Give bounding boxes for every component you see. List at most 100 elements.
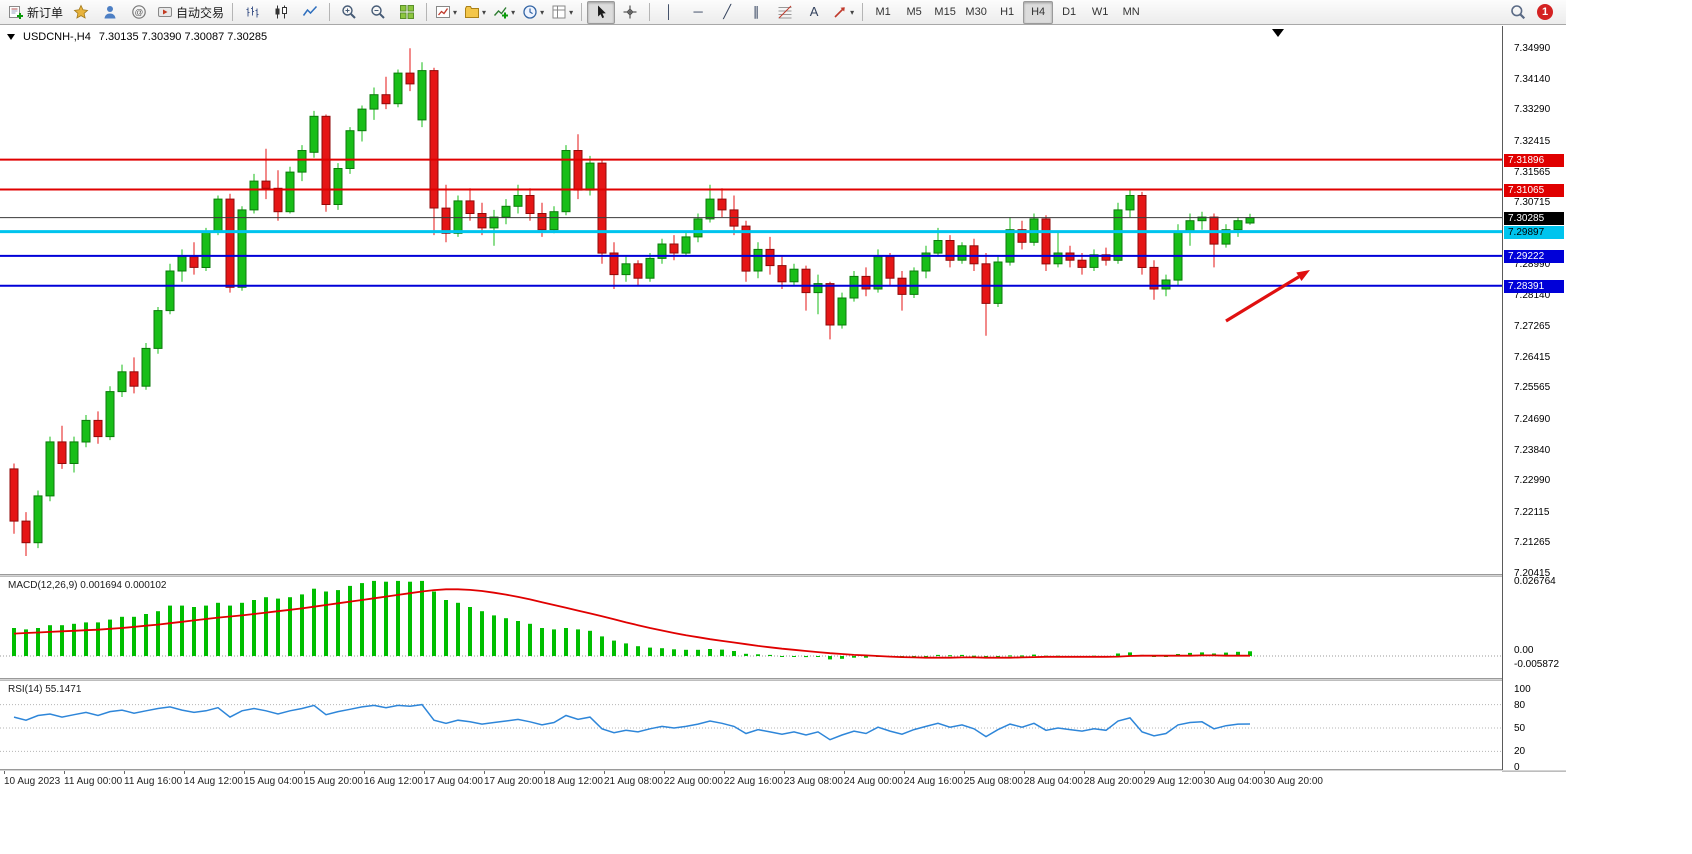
tf-m1-button[interactable]: M1 [875, 6, 891, 18]
templates-button[interactable]: ▾ [548, 1, 576, 24]
profiles-button[interactable]: ▾ [461, 1, 489, 24]
candle-body [33, 495, 43, 544]
macd-histogram-bar [252, 600, 256, 656]
bar-chart-button[interactable] [238, 1, 266, 24]
tf-m5-button[interactable]: M5 [906, 6, 922, 18]
macd-histogram-bar [1224, 652, 1228, 656]
chart-symbol-ohlc: USDCNH-,H4 7.30135 7.30390 7.30087 7.302… [7, 31, 267, 43]
time-axis-label: 30 Aug 20:00 [1264, 776, 1323, 787]
line-chart-button[interactable] [296, 1, 324, 24]
chart-shift-icon[interactable] [1272, 29, 1284, 37]
candle-body [1077, 259, 1087, 268]
tf-d1-button[interactable]: D1 [1062, 6, 1077, 18]
search-button[interactable] [1504, 1, 1532, 24]
macd-histogram-bar [612, 640, 616, 656]
rsi-panel[interactable] [0, 681, 1502, 769]
candle-body [441, 207, 451, 234]
candle-body [765, 248, 775, 267]
candle-body [153, 310, 163, 349]
candle-body [549, 211, 559, 231]
price-axis-label: 7.22115 [1514, 507, 1550, 518]
gold-icon [73, 4, 89, 20]
zoom-out-button[interactable] [364, 1, 392, 24]
time-axis-tick [904, 771, 905, 774]
tf-h1-button[interactable]: H1 [1000, 6, 1015, 18]
time-axis-label: 10 Aug 2023 [4, 776, 61, 787]
fibonacci-button[interactable] [771, 1, 799, 24]
chevron-down-icon: ▾ [511, 7, 516, 17]
panel-separator[interactable] [0, 574, 1566, 577]
rsi-scale-label: 100 [1514, 684, 1531, 695]
candle-body [777, 265, 787, 283]
window-menu-icon[interactable] [7, 34, 15, 40]
rsi-scale-label: 0 [1514, 762, 1520, 773]
arrow-annotation[interactable] [1225, 275, 1300, 323]
time-axis[interactable]: 10 Aug 2023 11 Aug 00:00 11 Aug 16:00 14 Au… [0, 771, 1502, 793]
trendline-button[interactable]: ╱ [713, 1, 741, 24]
macd-histogram-bar [132, 616, 136, 656]
candle-body [57, 441, 67, 464]
macd-histogram-bar [720, 649, 724, 656]
market-watch-button[interactable] [67, 1, 95, 24]
panel-separator[interactable] [0, 678, 1566, 681]
indicator-plus-icon [493, 4, 509, 20]
macd-histogram-bar [276, 598, 280, 656]
time-axis-tick [304, 771, 305, 774]
tile-windows-button[interactable] [393, 1, 421, 24]
tf-m30-button[interactable]: M30 [965, 6, 987, 18]
chevron-down-icon: ▾ [540, 7, 545, 17]
candle-body [381, 94, 391, 105]
candle-body [705, 198, 715, 220]
macd-histogram-bar [348, 585, 352, 656]
cursor-button[interactable] [587, 0, 616, 24]
macd-histogram-bar [144, 614, 148, 656]
webinar-button[interactable]: @ [125, 1, 153, 24]
tf-m15-button[interactable]: M15 [934, 6, 956, 18]
tf-h4-button[interactable]: H4 [1023, 0, 1054, 24]
time-axis-label: 23 Aug 08:00 [784, 776, 843, 787]
tf-mn-button[interactable]: MN [1122, 6, 1140, 18]
arrows-button[interactable]: ▾ [829, 1, 857, 24]
channel-button[interactable]: ∥ [742, 1, 770, 24]
candle-body [261, 180, 271, 189]
candle-body [1185, 220, 1195, 232]
macd-histogram-bar [504, 618, 508, 656]
macd-histogram-bar [396, 580, 400, 656]
tf-w1-button[interactable]: W1 [1091, 6, 1109, 18]
horizontal-line-button[interactable]: ─ [684, 1, 712, 24]
zoom-in-button[interactable] [335, 1, 363, 24]
vertical-line-button[interactable]: │ [655, 1, 683, 24]
macd-histogram-bar [456, 602, 460, 656]
notification-badge[interactable]: 1 [1537, 4, 1553, 20]
candle-body [297, 150, 307, 173]
macd-histogram-bar [1236, 651, 1240, 656]
macd-panel[interactable] [0, 577, 1502, 678]
macd-histogram-bar [420, 580, 424, 656]
price-axis-label: 7.28990 [1514, 259, 1551, 270]
time-axis-tick [4, 771, 5, 774]
autotrading-button[interactable]: 自动交易 [154, 1, 227, 24]
profile-button[interactable] [96, 1, 124, 24]
main-chart[interactable] [0, 26, 1502, 574]
new-chart-button[interactable]: ▾ [432, 1, 460, 24]
price-axis[interactable]: 7.34990 7.34140 7.33290 7.32415 7.31565 7.307… [1502, 26, 1567, 773]
price-axis-label: 7.27265 [1514, 321, 1551, 332]
time-axis-label: 30 Aug 04:00 [1204, 776, 1263, 787]
candle-body [237, 209, 247, 288]
chevron-down-icon: ▾ [850, 7, 855, 17]
new-order-button[interactable]: 新订单 [5, 1, 66, 24]
price-axis-label: 7.31565 [1514, 167, 1551, 178]
macd-signal-line [13, 588, 1250, 659]
candle-body [657, 243, 667, 259]
macd-histogram-bar [636, 646, 640, 656]
candlestick-chart-button[interactable] [267, 1, 295, 24]
crosshair-button[interactable] [616, 1, 644, 24]
macd-values: 0.001694 0.000102 [80, 580, 167, 591]
trendline-icon: ╱ [723, 4, 732, 19]
periods-button[interactable]: ▾ [519, 1, 547, 24]
macd-histogram-bar [768, 654, 772, 656]
indicators-button[interactable]: ▾ [490, 1, 518, 24]
text-button[interactable]: A [800, 1, 828, 24]
candle-body [921, 252, 931, 272]
macd-histogram-bar [48, 625, 52, 656]
